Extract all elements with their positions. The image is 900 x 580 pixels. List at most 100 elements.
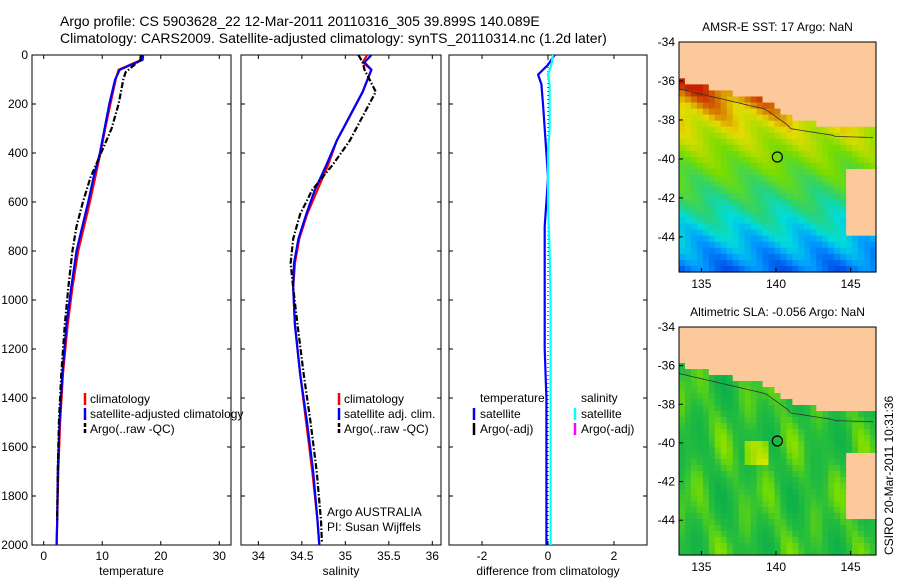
map-cell bbox=[696, 157, 704, 164]
map-cell bbox=[810, 223, 817, 231]
map-cell bbox=[798, 247, 805, 255]
map-cell bbox=[684, 459, 692, 466]
map-cell bbox=[816, 423, 823, 430]
map-cell bbox=[720, 205, 728, 213]
map-cell bbox=[684, 507, 692, 514]
map-cell bbox=[756, 169, 764, 176]
map-cell bbox=[780, 120, 788, 128]
map-cell bbox=[768, 229, 776, 237]
map-cell bbox=[708, 241, 716, 249]
map-cell bbox=[798, 138, 805, 146]
map-cell bbox=[720, 405, 728, 412]
map-cell bbox=[690, 393, 698, 400]
map-cell bbox=[708, 265, 716, 273]
map-cell bbox=[852, 241, 859, 249]
map-cell bbox=[828, 465, 835, 472]
map-cell bbox=[816, 247, 823, 255]
map-cell bbox=[696, 489, 704, 496]
map-cell bbox=[792, 399, 799, 406]
map-cell bbox=[708, 333, 716, 340]
map-cell bbox=[696, 217, 704, 225]
map-cell bbox=[786, 363, 794, 370]
y-tick-label: 600 bbox=[8, 195, 28, 209]
map-cell bbox=[726, 363, 734, 370]
map-cell bbox=[690, 175, 698, 182]
map-cell bbox=[774, 375, 782, 382]
map-cell bbox=[780, 339, 788, 346]
map-cell bbox=[810, 411, 817, 418]
map-cell bbox=[768, 199, 776, 207]
map-cell bbox=[720, 187, 728, 194]
x-tick-label: 145 bbox=[841, 277, 861, 291]
map-cell bbox=[696, 423, 704, 430]
map-cell bbox=[816, 357, 823, 364]
map-cell bbox=[864, 217, 871, 225]
legend-label: satellite-adjusted climatology bbox=[90, 407, 243, 421]
map-cell bbox=[840, 453, 847, 460]
map-cell bbox=[702, 435, 710, 442]
map-cell bbox=[858, 132, 865, 140]
map-cell bbox=[679, 483, 686, 490]
map-cell bbox=[744, 465, 752, 472]
map-cell bbox=[744, 199, 752, 207]
map-cell bbox=[852, 351, 859, 358]
map-cell bbox=[750, 84, 758, 92]
map-cell bbox=[786, 199, 794, 207]
map-cell bbox=[684, 72, 692, 79]
map-cell bbox=[690, 223, 698, 231]
map-cell bbox=[804, 435, 811, 442]
map-cell bbox=[744, 66, 752, 73]
map-cell bbox=[732, 138, 740, 146]
map-cell bbox=[720, 387, 728, 394]
map-cell bbox=[726, 369, 734, 376]
map-cell bbox=[726, 453, 734, 460]
map-cell bbox=[810, 441, 817, 448]
map-cell bbox=[762, 72, 770, 79]
map-cell bbox=[780, 507, 788, 514]
map-cell bbox=[798, 363, 805, 370]
map-cell bbox=[792, 235, 799, 243]
map-cell bbox=[786, 543, 794, 550]
map-cell bbox=[858, 241, 865, 249]
map-cell bbox=[840, 253, 847, 261]
series-line-salinity-satellite bbox=[546, 54, 555, 545]
map-cell bbox=[786, 66, 794, 73]
map-cell bbox=[774, 175, 782, 182]
map-cell bbox=[822, 363, 829, 370]
map-cell bbox=[774, 501, 782, 508]
map-cell bbox=[762, 199, 770, 207]
map-cell bbox=[708, 247, 716, 255]
map-cell bbox=[822, 211, 829, 219]
map-cell bbox=[679, 327, 686, 334]
map-cell bbox=[732, 387, 740, 394]
map-cell bbox=[858, 345, 865, 352]
map-cell bbox=[750, 241, 758, 249]
map-cell bbox=[702, 549, 710, 556]
map-cell bbox=[744, 138, 752, 146]
map-cell bbox=[816, 363, 823, 370]
map-cell bbox=[738, 157, 746, 164]
map-cell bbox=[679, 241, 686, 249]
map-cell bbox=[846, 495, 853, 502]
map-cell bbox=[732, 205, 740, 213]
map-cell bbox=[852, 90, 859, 98]
map-cell bbox=[840, 187, 847, 194]
map-cell bbox=[870, 187, 877, 194]
map-cell bbox=[870, 543, 877, 550]
map-cell bbox=[822, 501, 829, 508]
map-cell bbox=[864, 54, 871, 61]
map-cell bbox=[708, 193, 716, 200]
map-cell bbox=[750, 229, 758, 237]
map-cell bbox=[744, 108, 752, 116]
map-cell bbox=[750, 144, 758, 152]
map-cell bbox=[816, 265, 823, 273]
map-cell bbox=[804, 525, 811, 532]
map-cell bbox=[690, 459, 698, 466]
map-cell bbox=[780, 459, 788, 466]
map-cell bbox=[870, 205, 877, 213]
map-cell bbox=[708, 525, 716, 532]
map-cell bbox=[768, 150, 776, 158]
map-cell bbox=[732, 60, 740, 67]
map-cell bbox=[756, 393, 764, 400]
map-cell bbox=[816, 66, 823, 73]
